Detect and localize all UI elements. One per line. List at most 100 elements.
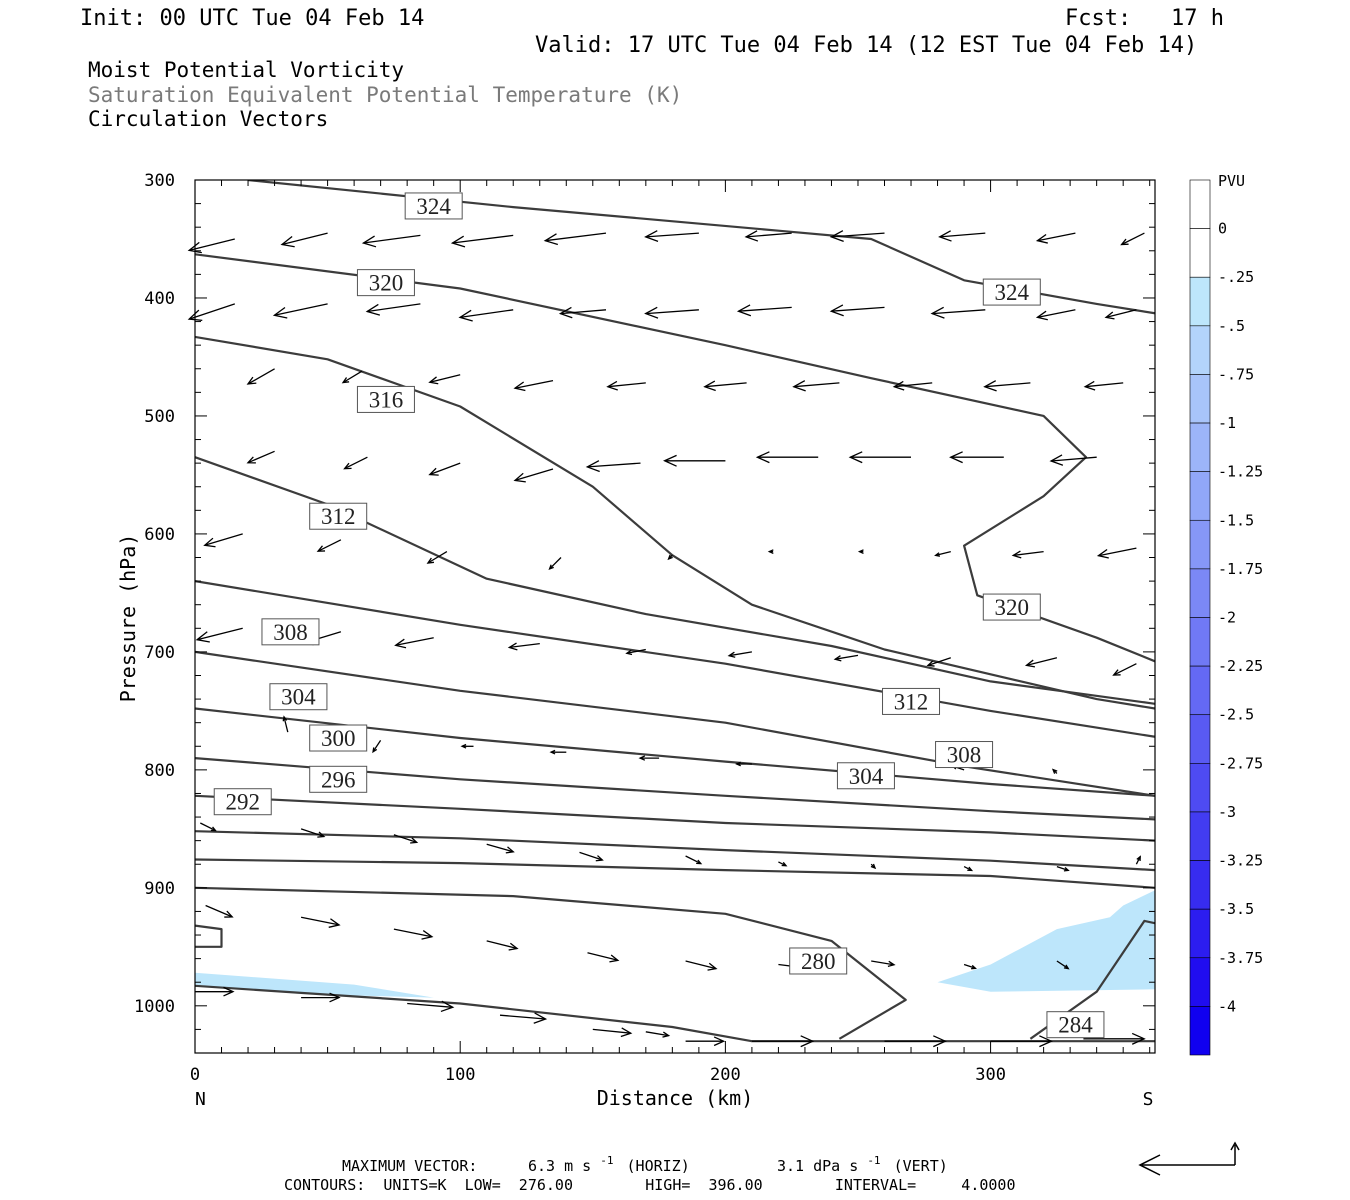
colorbar-swatch (1189, 957, 1211, 1007)
vector-head (272, 306, 288, 319)
vector-layer (187, 230, 1146, 1048)
circulation-vector (205, 904, 234, 918)
vector-head (361, 235, 377, 248)
colorbar-label: -2.5 (1218, 706, 1254, 724)
vector-head (926, 660, 935, 667)
vector-head (638, 755, 646, 761)
vector-head (620, 1027, 633, 1038)
vector-head (735, 761, 741, 767)
vector-head (224, 910, 234, 918)
theta-contour-300 (195, 707, 1155, 797)
vector-shaft (188, 303, 236, 320)
contour-label-box (356, 385, 415, 413)
vector-head (662, 1031, 671, 1038)
x-tick-label: 300 (975, 1065, 1006, 1085)
circulation-vector (460, 743, 474, 749)
contour-label: 292 (225, 790, 260, 815)
vector-shaft (704, 382, 747, 388)
circulation-vector (1024, 657, 1058, 668)
contour-label: 308 (273, 620, 308, 645)
circulation-vector (394, 637, 434, 649)
vector-shaft (344, 456, 368, 470)
vector-shaft (793, 382, 840, 388)
vector-shaft (645, 232, 699, 238)
vector-shaft (196, 627, 243, 641)
colorbar-label: -2.25 (1218, 657, 1263, 675)
vector-head (460, 743, 467, 749)
vector-shaft (247, 368, 275, 385)
contour-label: 320 (369, 271, 404, 296)
circulation-vector (507, 642, 540, 651)
pv-shaded-region-1 (195, 972, 434, 998)
circulation-vector (272, 303, 328, 319)
theta-contour-292 (195, 794, 1155, 842)
circulation-vector (513, 468, 554, 483)
vector-head (513, 381, 526, 392)
y-tick-label: 1000 (134, 997, 175, 1017)
circulation-vector (1120, 232, 1145, 246)
pv-shaded-region-0 (937, 890, 1155, 992)
colorbar-swatch (1189, 811, 1211, 861)
vector-head (1035, 233, 1048, 244)
circulation-vector (513, 379, 554, 392)
circulation-vector (848, 451, 911, 464)
contour-label-box (261, 618, 320, 646)
circulation-vector (703, 380, 747, 392)
vector-head (223, 986, 235, 997)
contour-label-layer: 3243243203203163123123083083043043002962… (213, 192, 1105, 1039)
vector-head (967, 866, 974, 872)
colorbar-swatch (1189, 665, 1211, 716)
contour-label-box (309, 724, 368, 752)
vector-head (1049, 454, 1064, 466)
colorbar-label: -.5 (1218, 317, 1245, 335)
vector-shaft (247, 450, 275, 464)
vector-shaft (592, 1028, 631, 1034)
circulation-vector (1011, 550, 1044, 559)
circulation-vector (1056, 960, 1070, 970)
circulation-vector (1135, 855, 1141, 865)
footer-vert-exp: -1 (867, 1154, 880, 1167)
vector-head (606, 380, 618, 391)
vector-head (533, 1012, 548, 1024)
circulation-vector (685, 1036, 726, 1047)
circulation-vector (751, 1035, 815, 1048)
vector-shaft (549, 557, 562, 570)
circulation-vector (829, 230, 885, 243)
circulation-vector (857, 549, 864, 555)
reference-vector-horiz-head (1138, 1154, 1161, 1176)
circulation-vector (645, 1031, 671, 1038)
colorbar-label: -1 (1218, 414, 1236, 432)
circulation-vector (585, 460, 641, 473)
vector-shaft (283, 716, 289, 733)
vector-head (933, 1035, 947, 1048)
circulation-vector (407, 1000, 455, 1013)
circulation-vector (829, 304, 885, 317)
vector-shaft (579, 851, 603, 861)
vector-head (282, 715, 288, 722)
contour-label: 304 (849, 764, 884, 789)
circulation-vector (548, 557, 562, 571)
y-tick-label: 700 (144, 643, 175, 663)
circulation-vector (426, 551, 448, 564)
circulation-vector (1112, 663, 1137, 676)
circulation-vector (200, 822, 217, 832)
circulation-vector (963, 866, 974, 872)
colorbar-swatch (1189, 422, 1211, 472)
theta-contour-288 (195, 830, 1155, 872)
vector-head (934, 552, 941, 557)
vector-shaft (1113, 663, 1137, 676)
contour-label: 316 (369, 387, 404, 412)
vector-shaft (281, 232, 328, 246)
circulation-vector (393, 834, 419, 844)
circulation-vector (300, 828, 326, 838)
vector-head (548, 564, 554, 571)
circulation-vector (930, 306, 986, 319)
circulation-vector (499, 1012, 548, 1024)
y-tick-label: 300 (144, 171, 175, 191)
vector-head (1039, 1035, 1053, 1048)
circulation-vector (685, 855, 703, 865)
vector-head (458, 309, 473, 322)
circulation-vector (280, 232, 328, 248)
vector-head (1051, 768, 1058, 774)
vector-shaft (645, 309, 699, 315)
